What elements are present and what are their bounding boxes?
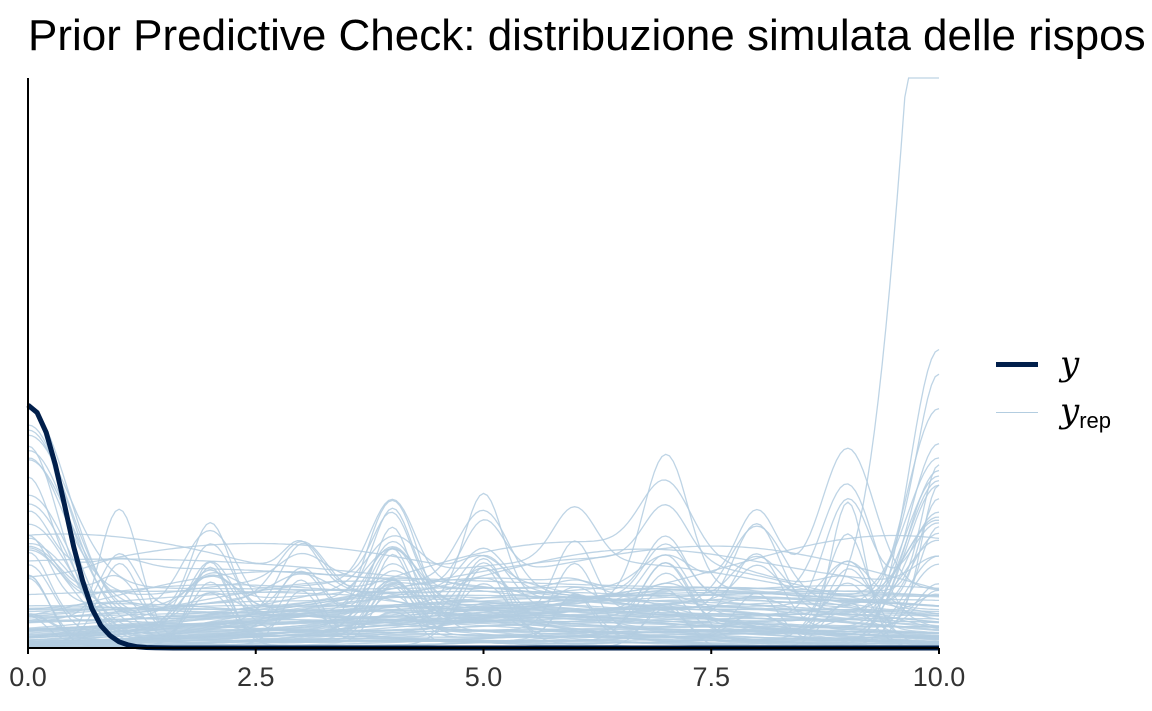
yrep-line xyxy=(28,579,940,649)
yrep-line xyxy=(27,404,940,639)
yrep-lines xyxy=(27,77,940,649)
x-tick-label: 5.0 xyxy=(465,662,503,692)
yrep-line xyxy=(27,77,939,618)
yrep-line xyxy=(27,498,940,626)
x-tick-label: 10.0 xyxy=(913,662,966,692)
legend-key-yrep xyxy=(996,411,1038,413)
x-tick-label: 0.0 xyxy=(9,662,47,692)
yrep-line xyxy=(27,519,940,629)
yrep-line xyxy=(27,447,940,639)
legend: y yrep xyxy=(996,340,1111,436)
x-tick-label: 7.5 xyxy=(692,662,730,692)
yrep-line xyxy=(27,479,940,646)
yrep-line xyxy=(27,506,939,632)
legend-item-y: y xyxy=(996,340,1111,388)
yrep-line xyxy=(27,535,940,617)
yrep-line xyxy=(27,593,940,643)
x-axis-ticks: 0.0 2.5 5.0 7.5 10.0 xyxy=(9,648,965,692)
yrep-line xyxy=(28,501,939,646)
yrep-line xyxy=(27,555,940,641)
legend-item-yrep: yrep xyxy=(996,388,1111,436)
legend-label-yrep-sub: rep xyxy=(1079,407,1112,433)
yrep-line xyxy=(28,373,940,648)
legend-label-y: y xyxy=(1060,344,1080,384)
yrep-line xyxy=(27,449,940,624)
yrep-line xyxy=(27,434,940,627)
yrep-line xyxy=(27,407,940,623)
chart-title: Prior Predictive Check: distribuzione si… xyxy=(28,11,1146,60)
yrep-line xyxy=(27,553,940,638)
legend-key-y xyxy=(996,361,1038,367)
legend-label-yrep: yrep xyxy=(1060,390,1112,433)
yrep-line xyxy=(27,547,940,645)
yrep-line xyxy=(28,626,939,644)
yrep-line xyxy=(27,594,940,632)
yrep-line xyxy=(27,548,940,631)
yrep-line xyxy=(28,529,940,646)
yrep-line xyxy=(27,560,940,646)
x-tick-label: 2.5 xyxy=(237,662,275,692)
